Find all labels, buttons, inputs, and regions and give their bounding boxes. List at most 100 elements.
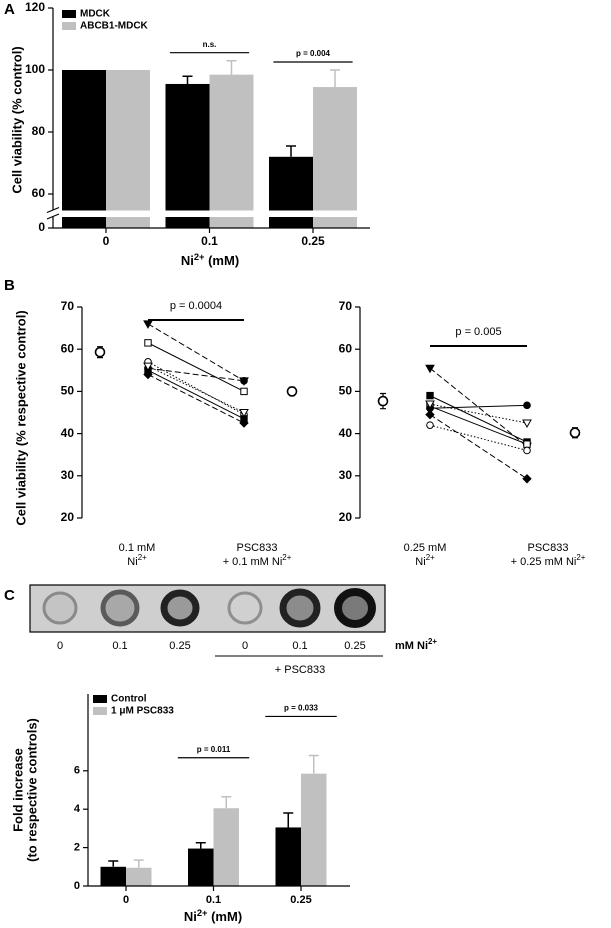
panel-label: B <box>4 277 15 294</box>
paired-line <box>429 424 528 451</box>
bar <box>165 83 210 228</box>
bar <box>126 867 152 886</box>
superscript: 2+ <box>138 553 147 562</box>
paired-line <box>147 374 245 424</box>
mean-point <box>377 395 389 407</box>
blot-label: 0 <box>242 640 248 652</box>
y-tick-label: 0 <box>38 220 45 234</box>
superscript: 2+ <box>197 908 208 918</box>
paired-line <box>147 367 245 382</box>
text-part: Ni <box>415 556 425 568</box>
y-axis-label: Cell viability (% control) <box>9 46 24 193</box>
x-tick-label: + 0.25 mM Ni2+ <box>511 553 586 568</box>
x-tick-label: 0.25 <box>290 894 311 906</box>
x-tick-label: 0.1 mM <box>119 542 156 554</box>
legend-swatch <box>62 22 76 30</box>
blot-spot <box>100 589 140 627</box>
axis-break-gap <box>45 210 370 217</box>
bar <box>62 70 106 228</box>
significance-label: p = 0.0004 <box>170 300 222 312</box>
point <box>425 364 435 374</box>
y-tick-label: 100 <box>25 62 45 76</box>
point <box>425 409 435 420</box>
y-axis-label-line: Fold increase <box>10 748 25 832</box>
paired-line <box>429 367 528 447</box>
point <box>522 474 532 484</box>
panel-label: A <box>4 1 15 18</box>
error-bar <box>308 754 319 774</box>
mean-point <box>94 346 106 358</box>
y-tick-label: 70 <box>61 299 75 313</box>
text-part: mM Ni <box>395 640 428 652</box>
blot-spot <box>279 588 321 628</box>
superscript: 2+ <box>194 252 205 262</box>
point <box>240 387 248 396</box>
superscript: 2+ <box>282 553 291 562</box>
y-axis-label: Cell viability (% respective control) <box>13 310 28 525</box>
bar <box>209 74 254 229</box>
x-tick-label: PSC833 <box>528 542 569 554</box>
significance-label: p = 0.005 <box>455 326 501 338</box>
legend-swatch <box>93 695 107 703</box>
blot-spot <box>227 591 263 625</box>
bar <box>275 827 301 886</box>
paired-line <box>147 369 245 420</box>
point <box>240 377 248 385</box>
y-tick-label: 60 <box>61 341 75 355</box>
paired-line <box>429 414 528 480</box>
mean-point <box>569 427 581 439</box>
y-tick-label: 6 <box>74 765 80 777</box>
error-bar <box>182 75 193 84</box>
error-bar <box>330 69 340 88</box>
y-tick-label: 60 <box>339 341 353 355</box>
bar <box>100 866 126 886</box>
significance-label: p = 0.011 <box>197 745 231 754</box>
point <box>143 369 153 380</box>
text-part: + 0.25 mM Ni <box>511 556 577 568</box>
y-tick-label: 70 <box>339 299 353 313</box>
dot-blot <box>29 584 386 657</box>
error-bar <box>195 842 206 849</box>
x-tick-label: 0.1 <box>206 894 221 906</box>
y-tick-label: 30 <box>61 468 75 482</box>
blot-spot <box>160 589 200 627</box>
panel-label: C <box>4 587 15 604</box>
y-tick-label: 20 <box>339 510 353 524</box>
point <box>426 421 434 429</box>
legend-label: 1 μM PSC833 <box>111 706 174 717</box>
x-tick-label: PSC833 <box>237 542 278 554</box>
paired-line <box>147 365 245 413</box>
bar <box>313 87 357 228</box>
point <box>523 440 531 448</box>
bar <box>301 773 327 886</box>
blot-membrane <box>29 584 386 633</box>
x-tick-label: 0.25 mM <box>404 542 447 554</box>
blot-spot <box>42 591 78 625</box>
y-tick-label: 20 <box>61 510 75 524</box>
y-tick-label: 30 <box>339 468 353 482</box>
blot-label: 0.1 <box>292 640 307 652</box>
point <box>425 400 435 410</box>
y-tick-label: 120 <box>25 0 45 14</box>
paired-line <box>429 403 528 424</box>
significance-label: p = 0.004 <box>296 49 331 58</box>
y-tick-label: 40 <box>339 426 353 440</box>
x-tick-label: 0 <box>123 894 129 906</box>
x-tick-label: 0 <box>103 234 110 248</box>
x-axis-label: Ni2+ (mM) <box>181 252 239 268</box>
point <box>143 362 153 372</box>
legend-label: Control <box>111 694 147 705</box>
y-tick-label: 60 <box>32 186 46 200</box>
point <box>426 391 434 400</box>
point <box>239 418 249 428</box>
superscript: 2+ <box>426 553 435 562</box>
paired-line <box>147 361 245 416</box>
error-bar <box>226 59 237 75</box>
text-part: Ni <box>184 909 197 924</box>
y-tick-label: 50 <box>61 384 75 398</box>
legend-swatch <box>62 10 76 18</box>
error-bar <box>133 859 144 868</box>
paired-line <box>147 342 245 392</box>
y-tick-label: 4 <box>74 803 81 815</box>
axis-break-gap <box>45 210 55 217</box>
